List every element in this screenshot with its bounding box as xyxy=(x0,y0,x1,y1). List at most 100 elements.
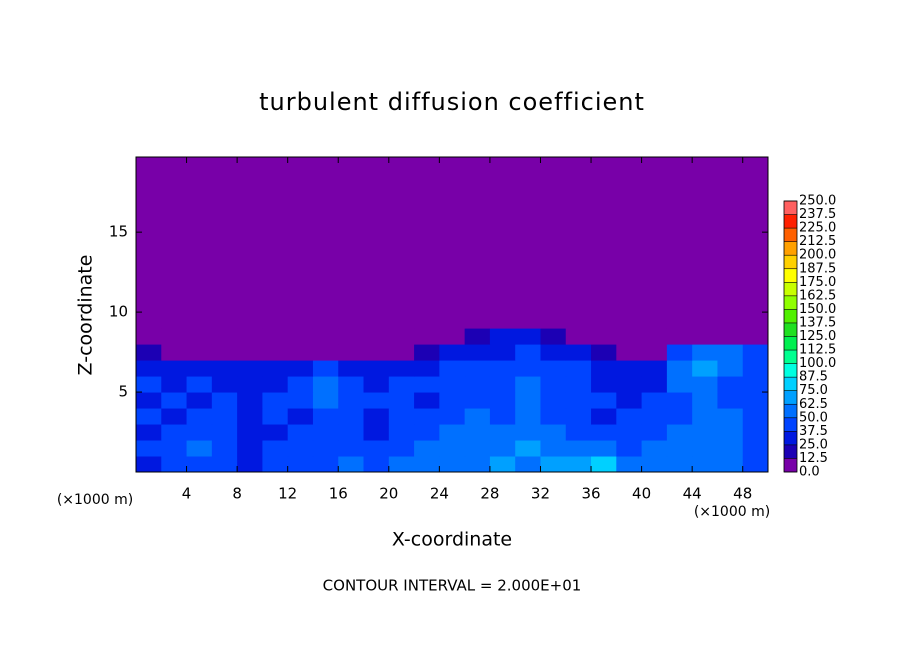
heatmap-cell xyxy=(717,157,744,329)
heatmap-cell xyxy=(666,408,693,425)
colorbar-swatch xyxy=(784,444,797,459)
heatmap-cell xyxy=(388,344,415,361)
heatmap-cell xyxy=(414,424,440,441)
heatmap-cell xyxy=(717,408,744,425)
heatmap-cell xyxy=(439,392,466,409)
heatmap-cell xyxy=(287,456,314,473)
colorbar-swatch xyxy=(784,241,797,256)
heatmap-cell xyxy=(211,328,238,345)
heatmap-cell xyxy=(641,392,668,409)
annotation: CONTOUR INTERVAL = 2.000E+01 xyxy=(323,577,582,595)
heatmap-cell xyxy=(439,157,466,329)
heatmap-cell xyxy=(540,424,567,441)
heatmap-cell xyxy=(591,360,617,377)
colorbar-swatch xyxy=(784,458,797,472)
heatmap-cell xyxy=(515,328,541,345)
heatmap-cell xyxy=(591,344,617,361)
heatmap-cell xyxy=(692,360,718,377)
heatmap-cell xyxy=(363,440,390,457)
heatmap-cell xyxy=(388,456,415,473)
chart-title: turbulent diffusion coefficient xyxy=(259,88,645,116)
heatmap-cell xyxy=(414,392,440,409)
heatmap-cell xyxy=(161,328,188,345)
heatmap-cell xyxy=(287,392,314,409)
heatmap-cell xyxy=(666,424,693,441)
heatmap-cell xyxy=(742,408,769,425)
x-tick-label: 36 xyxy=(581,485,600,503)
heatmap-cell xyxy=(414,157,440,329)
heatmap-cell xyxy=(540,157,567,329)
heatmap-cell xyxy=(439,408,466,425)
colorbar-swatch xyxy=(784,363,797,378)
heatmap-cell xyxy=(666,344,693,361)
colorbar-label: 50.0 xyxy=(799,410,828,425)
heatmap-cell xyxy=(616,360,643,377)
heatmap-cell xyxy=(515,392,541,409)
heatmap-cell xyxy=(312,440,339,457)
heatmap-cell xyxy=(186,360,213,377)
colorbar-label: 25.0 xyxy=(799,437,828,452)
heatmap-cell xyxy=(540,456,567,473)
heatmap-cell xyxy=(742,157,769,329)
heatmap-cell xyxy=(237,157,263,329)
heatmap-cell xyxy=(136,392,162,409)
heatmap-cell xyxy=(237,424,263,441)
heatmap-cell xyxy=(692,440,718,457)
x-tick-label: 44 xyxy=(683,485,702,503)
heatmap-cell xyxy=(363,408,390,425)
y-tick-label: 15 xyxy=(109,223,128,241)
heatmap-cell xyxy=(312,408,339,425)
heatmap-cell xyxy=(414,440,440,457)
colorbar-label: 237.5 xyxy=(799,207,836,222)
heatmap-cell xyxy=(186,376,213,393)
heatmap-cell xyxy=(666,360,693,377)
heatmap-cell xyxy=(136,360,162,377)
colorbar-swatch xyxy=(784,417,797,432)
heatmap-cell xyxy=(565,328,592,345)
heatmap-cell xyxy=(540,408,567,425)
heatmap-cell xyxy=(692,157,718,329)
heatmap-cell xyxy=(211,376,238,393)
heatmap-cell xyxy=(262,328,289,345)
x-unit-label: (×1000 m) xyxy=(694,504,770,520)
heatmap-cell xyxy=(414,328,440,345)
heatmap-cell xyxy=(641,456,668,473)
heatmap-cell xyxy=(641,376,668,393)
heatmap-cell xyxy=(287,157,314,329)
heatmap-cell xyxy=(565,157,592,329)
heatmap-cell xyxy=(211,408,238,425)
heatmap-cell xyxy=(565,360,592,377)
heatmap-cell xyxy=(591,157,617,329)
heatmap-cell xyxy=(717,456,744,473)
heatmap-cell xyxy=(641,440,668,457)
heatmap-cell xyxy=(489,440,516,457)
colorbar-label: 137.5 xyxy=(799,315,836,330)
heatmap-cell xyxy=(742,440,769,457)
x-axis-label: X-coordinate xyxy=(392,529,512,551)
heatmap-cell xyxy=(414,376,440,393)
colorbar-label: 62.5 xyxy=(799,397,828,412)
heatmap-cell xyxy=(692,344,718,361)
heatmap-cell xyxy=(717,376,744,393)
heatmap-cell xyxy=(692,328,718,345)
heatmap-cell xyxy=(515,440,541,457)
heatmap-cell xyxy=(136,328,162,345)
heatmap-cell xyxy=(211,392,238,409)
heatmap-cell xyxy=(338,440,365,457)
heatmap-cell xyxy=(540,328,567,345)
colorbar-label: 200.0 xyxy=(799,248,836,263)
heatmap-cell xyxy=(211,424,238,441)
heatmap-cell xyxy=(136,440,162,457)
heatmap-cell xyxy=(211,360,238,377)
heatmap-cell xyxy=(540,360,567,377)
heatmap-cell xyxy=(692,392,718,409)
colorbar-swatch xyxy=(784,390,797,405)
heatmap-cell xyxy=(237,376,263,393)
heatmap-cell xyxy=(312,456,339,473)
colorbar-label: 150.0 xyxy=(799,302,836,317)
heatmap-cell xyxy=(287,440,314,457)
heatmap-cell xyxy=(363,157,390,329)
heatmap-cell xyxy=(338,456,365,473)
heatmap-cell xyxy=(616,328,643,345)
heatmap-cell xyxy=(717,440,744,457)
